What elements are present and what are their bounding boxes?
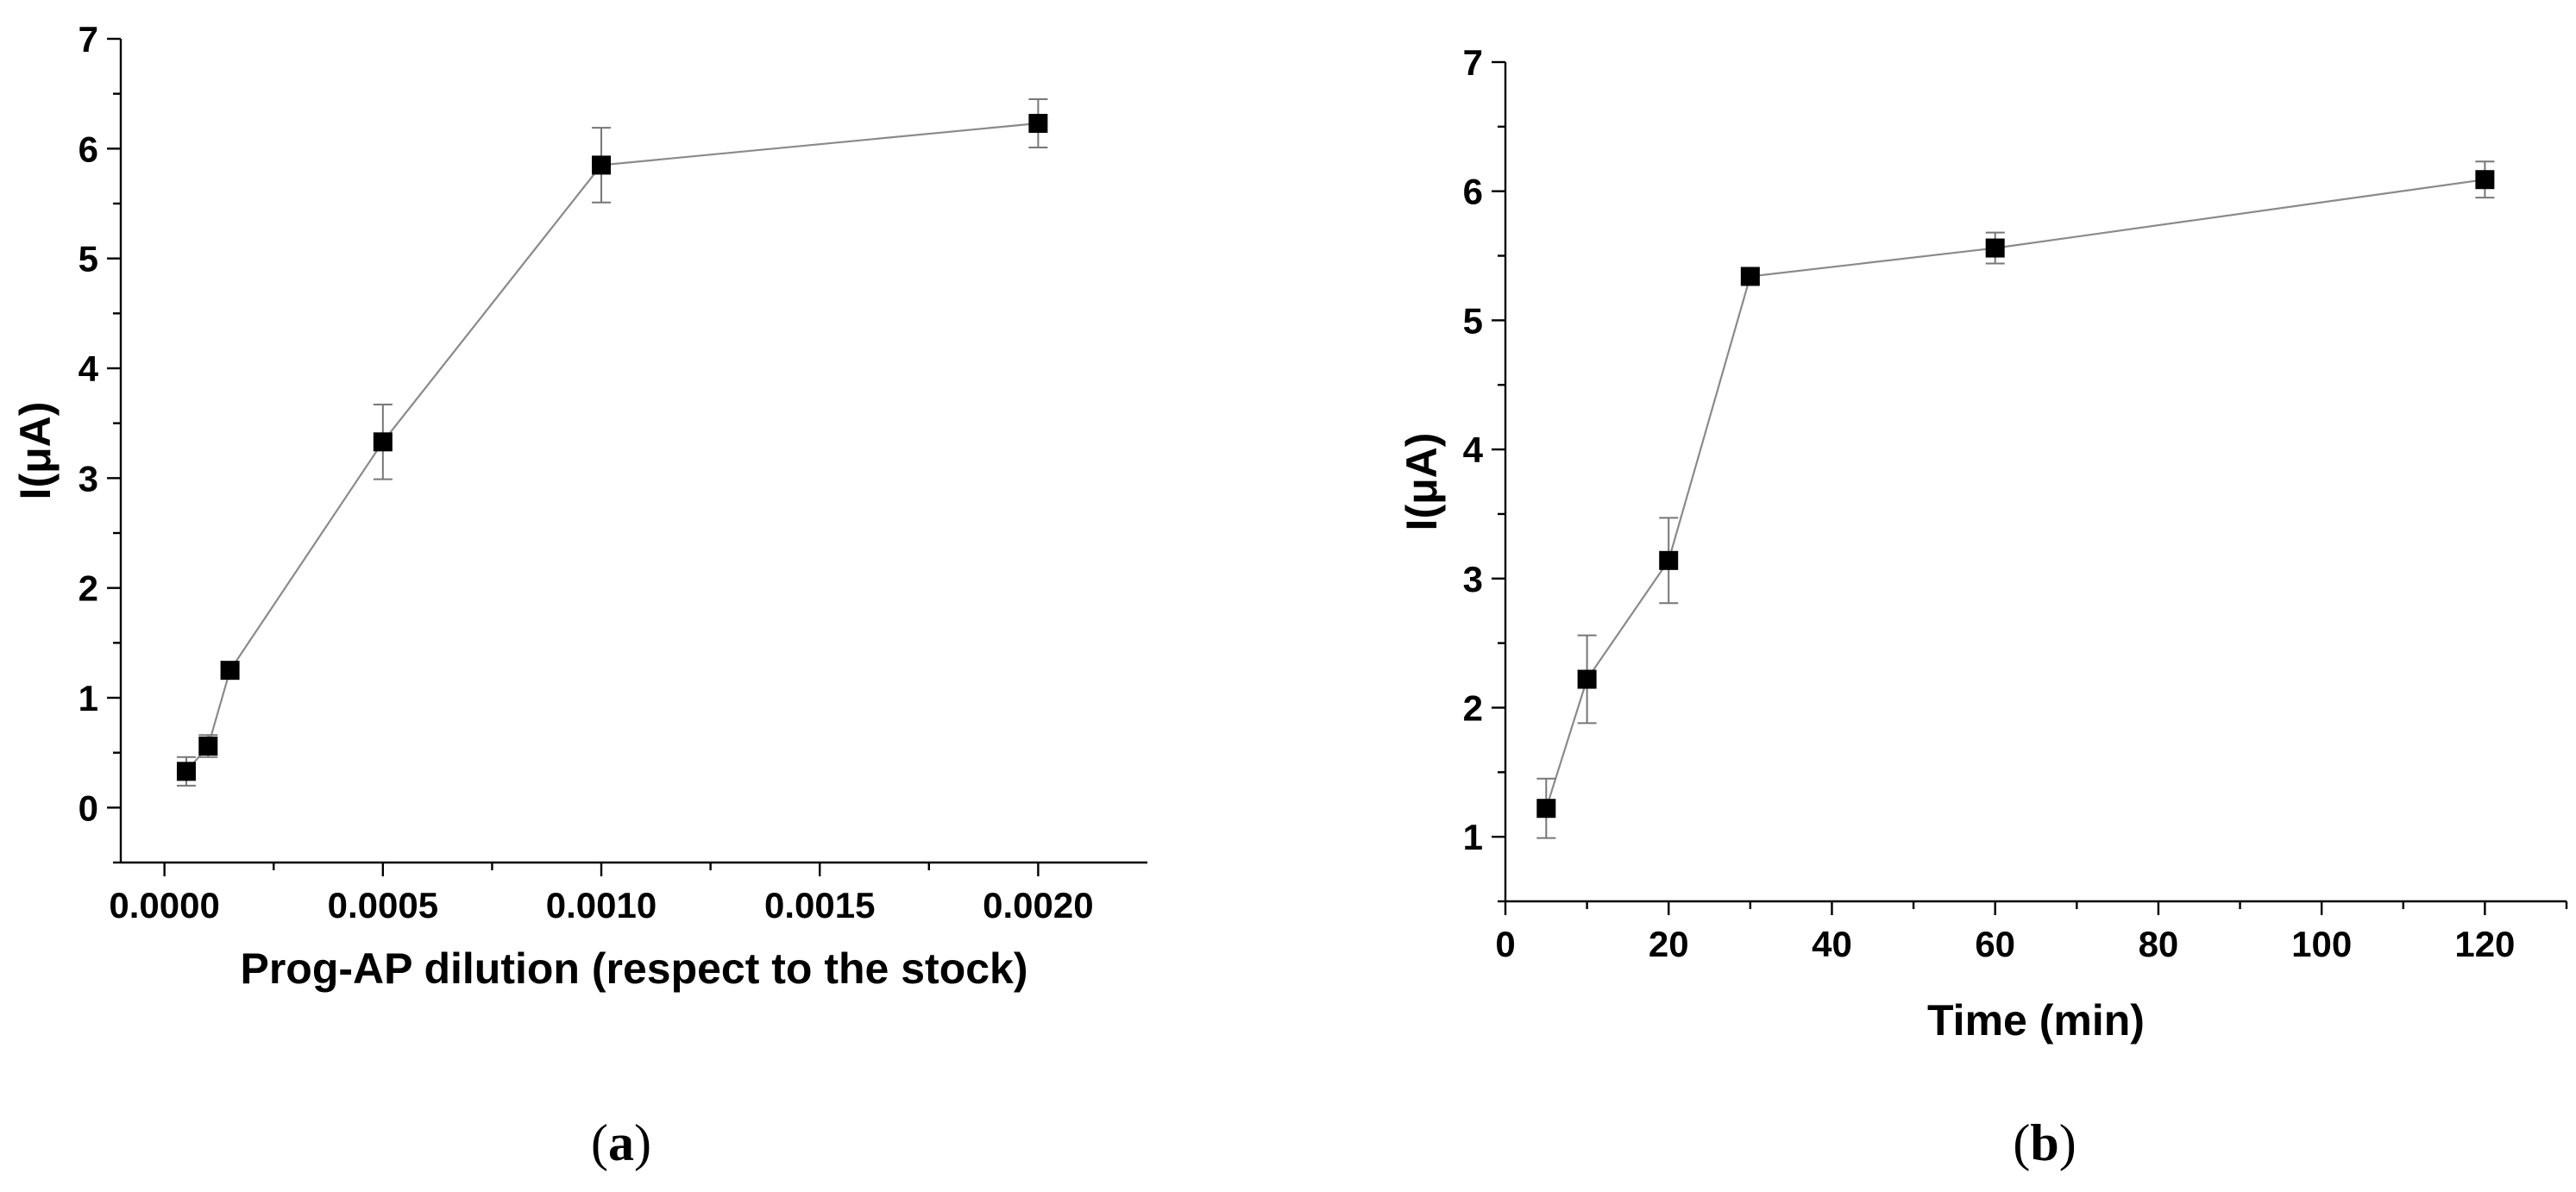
data-point <box>1577 669 1597 689</box>
x-tick-label: 0 <box>1495 924 1515 964</box>
x-axis-title: Prog-AP dilution (respect to the stock) <box>240 944 1027 993</box>
series-line <box>185 122 1039 773</box>
y-tick-label: 5 <box>79 239 98 279</box>
y-tick-label: 2 <box>79 568 98 609</box>
chart-panel-b: 1 2 3 4 5 6 7 0 20 40 60 80 100 120 Time (min) I(μA) (b) <box>1398 42 2568 1171</box>
data-point <box>1028 114 1048 134</box>
data-point <box>176 762 196 781</box>
y-tick-label: 4 <box>79 348 99 389</box>
panel-label-open: ( <box>2013 1114 2030 1171</box>
y-tick-label: 0 <box>79 787 98 828</box>
panel-label: (a) <box>591 1114 651 1171</box>
panel-label-letter: b <box>2030 1114 2058 1171</box>
panel-label-letter: a <box>608 1114 634 1171</box>
x-tick-label: 40 <box>1812 924 1852 964</box>
x-tick-label: 0.0000 <box>109 885 219 925</box>
y-tick-label: 1 <box>79 678 98 718</box>
data-point <box>1740 267 1760 286</box>
series-line <box>1545 179 2485 809</box>
data-point <box>1985 238 2005 258</box>
x-tick-label: 0.0005 <box>328 885 438 925</box>
y-tick-label: 7 <box>1463 42 1483 83</box>
data-point <box>198 737 218 756</box>
data-point <box>592 155 612 175</box>
panel-label-open: ( <box>591 1114 608 1171</box>
y-tick-label: 3 <box>1463 559 1483 599</box>
data-point <box>373 432 393 452</box>
y-tick-label: 2 <box>1463 687 1483 728</box>
y-axis-title: I(μA) <box>1398 433 1446 531</box>
x-tick-label: 80 <box>2139 924 2179 964</box>
panel-label: (b) <box>2013 1114 2076 1171</box>
x-tick-label: 60 <box>1975 924 2015 964</box>
data-point <box>220 661 240 681</box>
panel-label-close: ) <box>634 1114 651 1171</box>
y-tick-label: 3 <box>79 458 98 499</box>
y-tick-label: 7 <box>79 19 98 60</box>
x-tick-label: 100 <box>2291 924 2352 964</box>
panel-label-close: ) <box>2059 1114 2077 1171</box>
x-tick-label: 120 <box>2454 924 2515 964</box>
x-axis-title: Time (min) <box>1927 996 2145 1045</box>
y-tick-label: 6 <box>1463 172 1483 212</box>
x-tick-label: 0.0015 <box>764 885 875 925</box>
data-point <box>1659 550 1679 570</box>
y-tick-label: 1 <box>1463 817 1483 857</box>
data-point <box>1536 799 1556 819</box>
y-axis-title: I(μA) <box>11 402 60 500</box>
x-tick-label: 20 <box>1649 924 1689 964</box>
y-tick-label: 5 <box>1463 300 1483 341</box>
chart-panel-a: 0 1 2 3 4 5 6 7 0.0000 0.0005 0.0010 0.0015 0.0020 Pr… <box>11 19 1147 1171</box>
x-tick-label: 0.0010 <box>546 885 657 925</box>
x-tick-label: 0.0020 <box>983 885 1093 925</box>
y-tick-label: 4 <box>1463 430 1484 470</box>
data-point <box>2475 170 2495 190</box>
y-tick-label: 6 <box>79 129 98 169</box>
